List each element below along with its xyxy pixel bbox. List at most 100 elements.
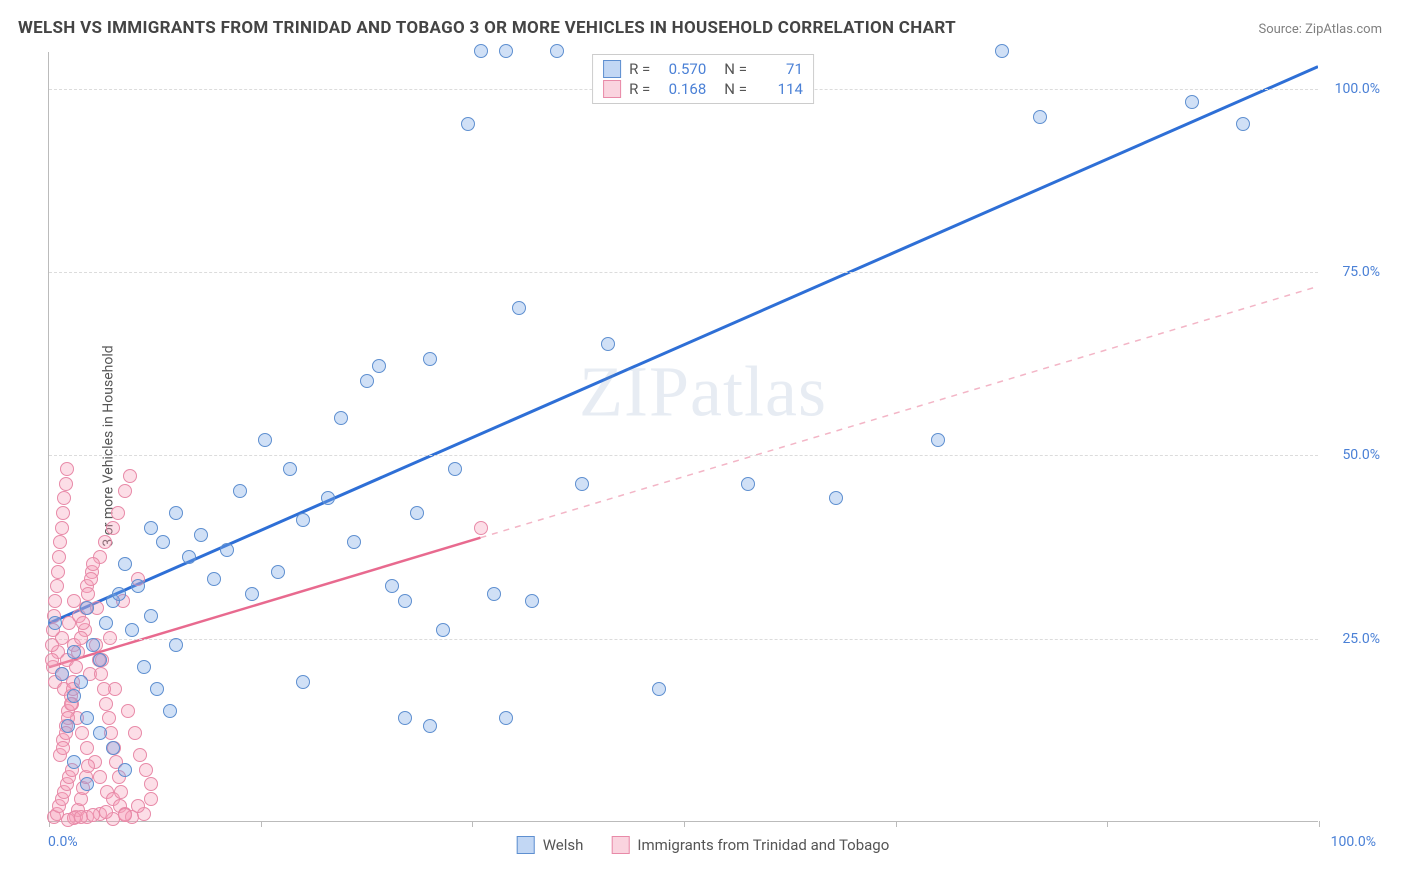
blue-point (283, 462, 297, 476)
pink-point (128, 726, 142, 740)
blue-point (86, 638, 100, 652)
pink-point (94, 667, 108, 681)
blue-point (410, 506, 424, 520)
blue-point (74, 675, 88, 689)
pink-point (99, 805, 113, 819)
pink-point (133, 748, 147, 762)
blue-point (67, 755, 81, 769)
pink-point (81, 759, 95, 773)
blue-point (334, 411, 348, 425)
pink-point (144, 777, 158, 791)
r-value: 0.168 (658, 80, 706, 98)
pink-point (98, 535, 112, 549)
pink-point (75, 726, 89, 740)
blue-point (169, 506, 183, 520)
y-tick-label: 75.0% (1342, 264, 1380, 280)
blue-point (461, 117, 475, 131)
blue-point (448, 462, 462, 476)
pink-point (51, 565, 65, 579)
pink-point (144, 792, 158, 806)
pink-point (114, 785, 128, 799)
blue-swatch (603, 60, 621, 78)
pink-point (474, 521, 488, 535)
blue-point (296, 675, 310, 689)
pink-point (69, 660, 83, 674)
blue-point (601, 337, 615, 351)
pink-point (57, 491, 71, 505)
pink-point (45, 638, 59, 652)
source-attribution: Source: ZipAtlas.com (1258, 22, 1382, 37)
blue-point (398, 594, 412, 608)
pink-point (59, 477, 73, 491)
y-tick-label: 25.0% (1342, 631, 1380, 647)
pink-point (53, 535, 67, 549)
blue-point (575, 477, 589, 491)
pink-point (50, 579, 64, 593)
blue-point (182, 550, 196, 564)
x-tick (1319, 821, 1320, 827)
blue-point (93, 726, 107, 740)
blue-point (423, 719, 437, 733)
blue-point (1236, 117, 1250, 131)
blue-point (512, 301, 526, 315)
blue-point (80, 601, 94, 615)
blue-point (385, 579, 399, 593)
x-tick (1107, 821, 1108, 827)
n-value: 114 (755, 80, 803, 98)
blue-point (169, 638, 183, 652)
blue-point (1033, 110, 1047, 124)
blue-point (99, 616, 113, 630)
blue-point (233, 484, 247, 498)
pink-point (118, 484, 132, 498)
pink-point (99, 697, 113, 711)
pink-point (56, 741, 70, 755)
blue-point (207, 572, 221, 586)
blue-point (131, 579, 145, 593)
pink-point (131, 799, 145, 813)
gridline (49, 272, 1318, 273)
x-tick (261, 821, 262, 827)
gridline (49, 455, 1318, 456)
r-label: R = (629, 80, 650, 98)
blue-point (258, 433, 272, 447)
blue-point (156, 535, 170, 549)
blue-point (436, 623, 450, 637)
pink-swatch (603, 80, 621, 98)
pink-point (60, 462, 74, 476)
blue-point (652, 682, 666, 696)
blue-point (347, 535, 361, 549)
blue-point (93, 653, 107, 667)
trend-lines (49, 52, 1318, 821)
legend-item: Welsh (517, 836, 584, 854)
pink-point (52, 550, 66, 564)
pink-point (45, 653, 59, 667)
legend: WelshImmigrants from Trinidad and Tobago (517, 836, 890, 854)
blue-point (61, 719, 75, 733)
x-axis-max-label: 100.0% (1331, 834, 1376, 850)
blue-point (550, 44, 564, 58)
blue-point (80, 777, 94, 791)
r-value: 0.570 (658, 60, 706, 78)
pink-point (76, 616, 90, 630)
stats-row: R = 0.168 N = 114 (603, 79, 803, 99)
x-tick (684, 821, 685, 827)
pink-point (56, 506, 70, 520)
blue-point (271, 565, 285, 579)
pink-point (102, 711, 116, 725)
y-tick-label: 100.0% (1335, 81, 1380, 97)
blue-swatch (517, 836, 535, 854)
pink-point (86, 557, 100, 571)
blue-point (499, 711, 513, 725)
blue-point (80, 711, 94, 725)
pink-point (121, 704, 135, 718)
gridline (49, 639, 1318, 640)
blue-point (525, 594, 539, 608)
blue-point (741, 477, 755, 491)
blue-point (67, 645, 81, 659)
n-label: N = (724, 80, 747, 98)
plot-area: 25.0%50.0%75.0%100.0% (48, 52, 1318, 822)
blue-point (245, 587, 259, 601)
blue-point (360, 374, 374, 388)
pink-point (84, 572, 98, 586)
blue-point (829, 491, 843, 505)
